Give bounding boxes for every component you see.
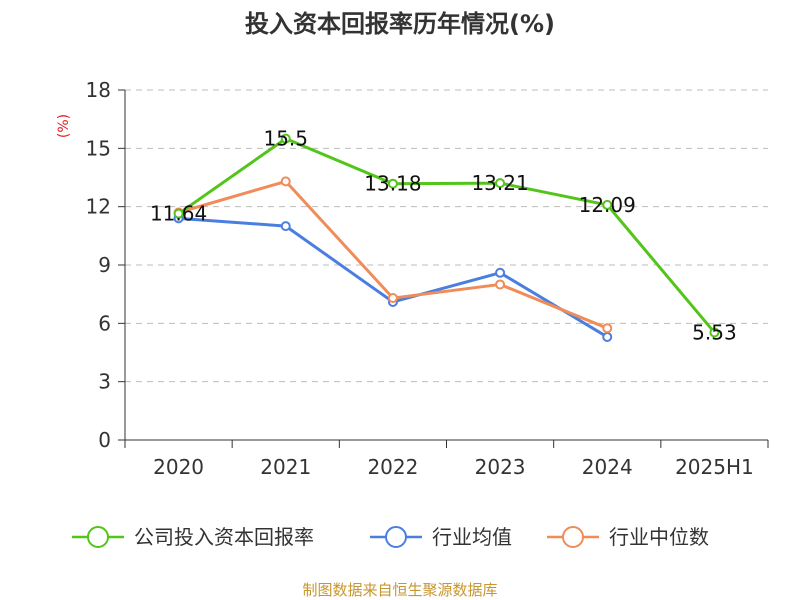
- legend-label: 行业均值: [432, 525, 512, 549]
- data-point: [602, 331, 613, 342]
- legend[interactable]: 公司投入资本回报率 行业均值 行业中位数: [72, 525, 709, 549]
- data-point: [280, 133, 291, 144]
- series-line: [177, 137, 716, 334]
- chart-title: 投入资本回报率历年情况(%): [245, 10, 555, 38]
- data-point: [602, 199, 613, 210]
- y-tick-label: 12: [86, 195, 111, 219]
- data-label: 5.53: [692, 320, 737, 344]
- data-point: [387, 178, 398, 189]
- source-credit: 制图数据来自恒生聚源数据库: [302, 581, 497, 599]
- x-tick-label: 2020: [153, 455, 204, 479]
- data-point: [495, 178, 506, 189]
- legend-label: 行业中位数: [609, 525, 709, 549]
- x-tick-label: 2024: [582, 455, 633, 479]
- y-tick-label: 3: [98, 370, 111, 394]
- x-tick-label: 2021: [260, 455, 311, 479]
- legend-item[interactable]: 行业中位数: [547, 525, 709, 549]
- data-label: 11.64: [150, 202, 207, 226]
- y-tick-label: 15: [86, 136, 111, 160]
- legend-marker-icon: [562, 526, 584, 548]
- data-point: [387, 293, 398, 304]
- x-tick-label: 2025H1: [675, 455, 754, 479]
- data-point: [495, 267, 506, 278]
- y-axis-unit-label: (%): [56, 114, 72, 138]
- data-point: [173, 208, 184, 219]
- legend-label: 公司投入资本回报率: [134, 525, 314, 549]
- data-point: [280, 221, 291, 232]
- series-lines: [173, 133, 720, 342]
- y-tick-label: 0: [98, 428, 111, 452]
- y-tick-label: 9: [98, 253, 111, 277]
- legend-item[interactable]: 公司投入资本回报率: [72, 525, 314, 549]
- series-line: [178, 216, 609, 339]
- data-label: 13.18: [364, 172, 421, 196]
- data-label: 13.21: [471, 171, 528, 195]
- data-label: 15.5: [263, 127, 308, 151]
- data-point: [709, 327, 720, 338]
- data-point: [495, 279, 506, 290]
- data-point: [280, 176, 291, 187]
- data-label: 12.09: [579, 193, 636, 217]
- legend-item[interactable]: 行业均值: [370, 525, 512, 549]
- y-tick-label: 18: [86, 78, 111, 102]
- legend-marker-icon: [87, 526, 109, 548]
- legend-marker-icon: [385, 526, 407, 548]
- data-point: [602, 323, 613, 334]
- x-tick-label: 2023: [475, 455, 526, 479]
- grid-lines: [125, 89, 768, 383]
- x-tick-label: 2022: [367, 455, 418, 479]
- y-tick-label: 6: [98, 311, 111, 335]
- data-labels: 11.64 15.5 13.18 13.21 12.09 5.53: [150, 127, 737, 345]
- axes: 0 3 6 9 12 15 18 2020 2021 2022 2023 2024 2025H1: [86, 78, 769, 479]
